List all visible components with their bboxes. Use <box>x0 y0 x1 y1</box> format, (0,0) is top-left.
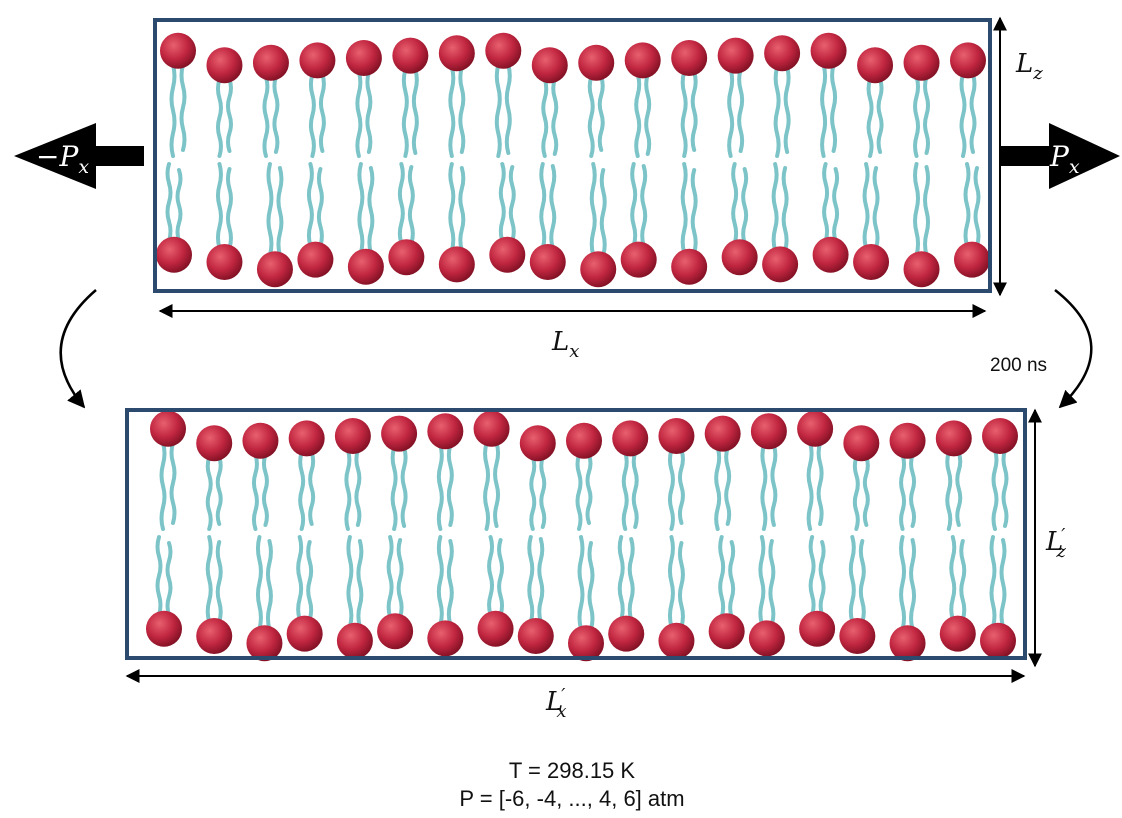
lipid-top-leaflet <box>485 32 522 158</box>
lipid-bottom-leaflet <box>146 535 182 647</box>
lipid-bottom-leaflet <box>658 535 695 659</box>
lipid-bottom-leaflet <box>853 162 890 280</box>
lipid-top-leaflet <box>242 422 279 531</box>
lipid-bottom-leaflet <box>568 535 604 662</box>
lipid-top-leaflet <box>612 420 649 531</box>
pressure-label: P = [-6, -4, ..., 4, 6] atm <box>459 786 684 811</box>
lipid-bottom-leaflet <box>939 535 976 652</box>
lipid-top-leaflet <box>519 425 556 531</box>
lipid-top-leaflet <box>566 422 602 531</box>
lipid-bottom-leaflet <box>954 162 990 278</box>
lipid-top-leaflet <box>624 42 661 158</box>
lipid-top-leaflet <box>206 47 243 158</box>
lipid-bottom-leaflet <box>799 535 836 647</box>
lipid-top-leaflet <box>750 413 787 531</box>
right-transition-arrow <box>1054 289 1093 409</box>
lipid-bottom-leaflet <box>980 535 1016 659</box>
lipid-top-leaflet <box>671 40 708 158</box>
lipid-bottom-leaflet <box>427 535 464 657</box>
lipid-bottom-leaflet <box>748 535 785 657</box>
lipid-top-leaflet <box>903 44 940 158</box>
lipid-bottom-leaflet <box>196 535 233 654</box>
lipid-top-leaflet <box>531 47 568 158</box>
negative-px-arrow <box>14 123 144 189</box>
lipid-top-leaflet <box>810 32 847 158</box>
left-transition-arrow <box>59 289 97 409</box>
lipid-top-leaflet <box>160 32 196 158</box>
bottom-membrane-lipids <box>146 410 1018 662</box>
lipid-bottom-leaflet <box>608 535 645 652</box>
lipid-top-leaflet <box>334 418 371 531</box>
lipid-bottom-leaflet <box>297 162 334 278</box>
lipid-bottom-leaflet <box>347 162 384 285</box>
lipid-bottom-leaflet <box>708 535 745 650</box>
lipid-top-leaflet <box>843 425 880 531</box>
lipid-top-leaflet <box>578 44 615 158</box>
lipid-bottom-leaflet <box>377 535 414 650</box>
lipid-bottom-leaflet <box>812 162 849 273</box>
lipid-top-leaflet <box>658 418 695 531</box>
lipid-bottom-leaflet <box>671 162 708 285</box>
lipid-top-leaflet <box>797 410 834 531</box>
duration-label: 200 ns <box>990 355 1047 376</box>
lipid-bottom-leaflet <box>580 162 617 288</box>
top-simulation-box <box>153 18 992 293</box>
lipid-bottom-leaflet <box>529 162 566 280</box>
lipid-top-leaflet <box>288 420 325 531</box>
lipid-top-leaflet <box>935 420 972 531</box>
lipid-top-leaflet <box>299 42 336 158</box>
top-membrane-lipids <box>156 32 990 288</box>
lipid-top-leaflet <box>252 44 289 158</box>
negative-px-label: −Px <box>36 140 89 178</box>
lipid-top-leaflet <box>427 413 464 531</box>
lipid-top-leaflet <box>889 422 926 531</box>
lipid-top-leaflet <box>764 35 801 158</box>
lipid-bottom-leaflet <box>246 535 283 662</box>
lz-label: Lz <box>1015 49 1043 84</box>
lipid-top-leaflet <box>473 410 510 531</box>
lipid-bottom-leaflet <box>477 535 514 647</box>
positive-px-label: Px <box>1049 140 1080 178</box>
lipid-bottom-leaflet <box>489 162 526 273</box>
lipid-bottom-leaflet <box>620 162 657 278</box>
lipid-top-leaflet <box>982 418 1018 531</box>
lx-prime-label: L′ x <box>545 685 567 722</box>
lipid-bottom-leaflet <box>206 162 243 280</box>
bottom-simulation-box <box>125 408 1027 660</box>
temperature-label: T = 298.15 K <box>509 758 636 783</box>
lipid-bottom-leaflet <box>388 162 425 276</box>
lipid-bottom-leaflet <box>286 535 323 652</box>
lx-label: Lx <box>551 327 579 362</box>
lz-prime-label: L′ z <box>1045 525 1066 562</box>
lipid-top-leaflet <box>950 42 986 158</box>
lipid-top-leaflet <box>196 425 233 531</box>
lipid-bottom-leaflet <box>762 162 799 283</box>
lipid-top-leaflet <box>381 415 418 531</box>
lipid-bottom-leaflet <box>438 162 475 283</box>
lipid-top-leaflet <box>438 35 475 158</box>
lipid-top-leaflet <box>704 415 741 531</box>
lipid-bottom-leaflet <box>721 162 758 276</box>
lipid-top-leaflet <box>717 37 754 158</box>
lipid-bottom-leaflet <box>903 162 940 288</box>
lipid-bottom-leaflet <box>256 162 293 288</box>
positive-px-arrow <box>1001 123 1120 189</box>
lipid-top-leaflet <box>857 47 894 158</box>
lipid-bottom-leaflet <box>517 535 554 654</box>
lipid-top-leaflet <box>392 37 429 158</box>
lipid-bottom-leaflet <box>156 162 192 273</box>
lipid-bottom-leaflet <box>889 535 926 662</box>
lipid-top-leaflet <box>345 40 382 158</box>
lipid-bottom-leaflet <box>839 535 876 654</box>
lipid-bottom-leaflet <box>336 535 373 659</box>
lipid-top-leaflet <box>150 410 186 531</box>
